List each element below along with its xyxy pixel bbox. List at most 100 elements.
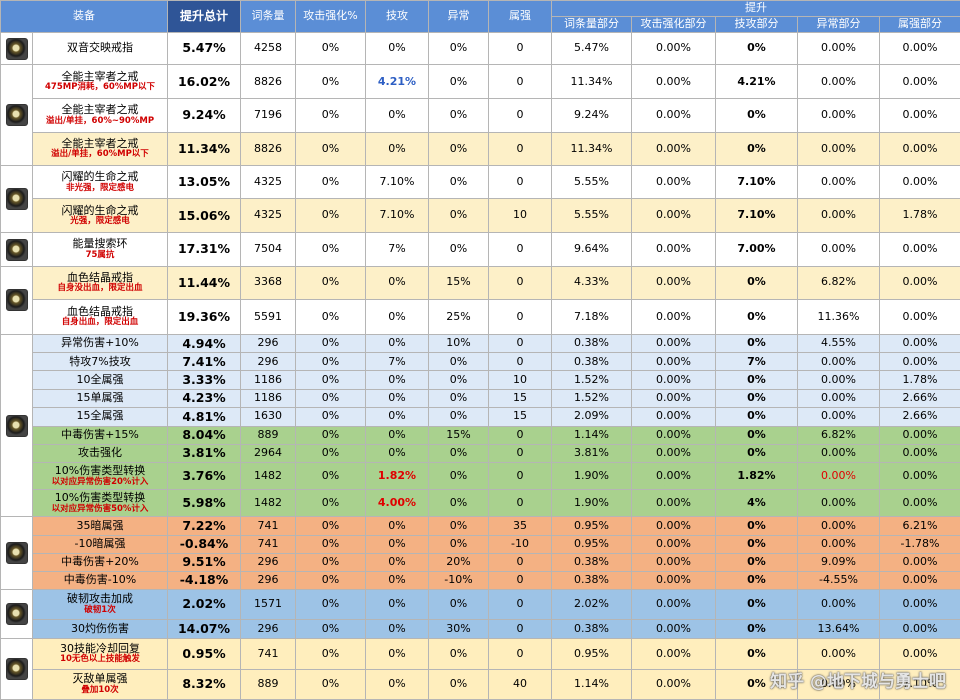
value-cell: 0.00% xyxy=(878,352,960,372)
value-cell: 0.00% xyxy=(631,370,716,390)
value-cell: 0 xyxy=(488,570,552,590)
item-condition: 溢出/单挂，60%MP以下 xyxy=(51,149,149,160)
value-cell: 0 xyxy=(488,64,552,100)
item-condition: 75属抗 xyxy=(85,249,115,260)
item-name-cell: 中毒伤害+20% xyxy=(32,552,168,572)
value-cell: 7196 xyxy=(240,98,296,133)
value-cell: 0.00% xyxy=(631,516,716,536)
value-cell: 0% xyxy=(365,131,429,166)
value-cell: 0.38% xyxy=(551,552,632,572)
value-cell: 0 xyxy=(488,489,552,518)
value-cell: 0.00% xyxy=(797,534,880,554)
value-cell: 7.18% xyxy=(551,298,632,336)
item-condition: 破韧1次 xyxy=(84,605,116,615)
table-row: 全能主宰者之戒 溢出/单挂，60%MP以下 11.34% 8826 0% 0% 0% 0 11.… xyxy=(0,131,960,166)
value-cell: 25% xyxy=(428,298,489,336)
item-name-cell: -10暗属强 xyxy=(32,534,168,554)
item-name: 异常伤害+10% xyxy=(61,336,139,350)
header-row: 装备 提升总计 词条量 攻击强化% 技攻 异常 属强 提升 xyxy=(0,0,960,33)
value-cell: 0 xyxy=(488,638,552,670)
value-cell: 1571 xyxy=(240,588,296,621)
value-cell: 1186 xyxy=(240,388,296,408)
ring-icon xyxy=(5,603,28,626)
item-name: 灭敌单属强 xyxy=(72,672,128,686)
item-name: 双音交映戒指 xyxy=(67,41,133,55)
value-cell: 0.00% xyxy=(797,352,880,372)
value-cell: 0% xyxy=(365,619,429,640)
value-cell: 0.00% xyxy=(878,619,960,640)
item-name: 全能主宰者之戒 xyxy=(61,103,139,117)
value-cell: 0.00% xyxy=(797,588,880,621)
value-cell: 7.10% xyxy=(715,164,798,200)
item-condition: 叠加10次 xyxy=(81,684,119,695)
icon-cell xyxy=(0,334,33,518)
value-cell: 5591 xyxy=(240,298,296,336)
ring-icon xyxy=(5,658,28,681)
item-condition: 以对应异常伤害50%计入 xyxy=(51,503,149,514)
value-cell: 296 xyxy=(240,334,296,354)
value-cell: 9.64% xyxy=(551,232,632,267)
value-cell: 741 xyxy=(240,638,296,670)
value-cell: 0 xyxy=(488,164,552,200)
value-cell: 0.00% xyxy=(878,164,960,200)
value-cell: 0% xyxy=(295,570,366,590)
icon-cell xyxy=(0,638,33,700)
table-row: 双音交映戒指 5.47% 4258 0% 0% 0% 0 5.47% 0.00% 0% 0.00% 0… xyxy=(0,31,960,66)
value-cell: 0.00% xyxy=(631,31,716,66)
value-cell: 4325 xyxy=(240,198,296,234)
value-cell: 0 xyxy=(488,98,552,133)
item-name: 全能主宰者之戒 xyxy=(61,69,139,83)
value-cell: 8.04% xyxy=(167,425,241,445)
value-cell: 9.51% xyxy=(167,552,241,572)
value-cell: 0.00% xyxy=(797,232,880,267)
value-cell: 0% xyxy=(428,462,489,491)
value-cell: 6.82% xyxy=(797,265,880,300)
value-cell: 6.21% xyxy=(878,516,960,536)
value-cell: 0.00% xyxy=(631,489,716,518)
value-cell: 0.38% xyxy=(551,619,632,640)
value-cell: 3.33% xyxy=(167,370,241,390)
value-cell: 0.00% xyxy=(797,370,880,390)
item-condition: 自身没出血，限定出血 xyxy=(57,283,143,294)
table-row: 15全属强 4.81% 1630 0% 0% 0% 15 2.09% 0.00% 0% 0.00% 2… xyxy=(0,406,960,427)
value-cell: 0% xyxy=(428,516,489,536)
value-cell: 1.52% xyxy=(551,388,632,408)
item-name-cell: 中毒伤害-10% xyxy=(32,570,168,590)
value-cell: 0% xyxy=(365,516,429,536)
value-cell: 0.00% xyxy=(878,98,960,133)
value-cell: 0 xyxy=(488,334,552,354)
value-cell: 0.00% xyxy=(878,638,960,670)
value-cell: 0.00% xyxy=(631,388,716,408)
ring-icon xyxy=(5,104,28,127)
item-name: -10暗属强 xyxy=(74,536,126,550)
value-cell: 0.95% xyxy=(551,638,632,670)
value-cell: 0 xyxy=(488,31,552,66)
value-cell: 0% xyxy=(715,425,798,445)
icon-cell xyxy=(0,588,33,640)
value-cell: 15% xyxy=(428,425,489,445)
value-cell: 0.38% xyxy=(551,570,632,590)
table-row: 中毒伤害+20% 9.51% 296 0% 0% 20% 0 0.38% 0.00% 0% 9.09… xyxy=(0,552,960,572)
value-cell: 0% xyxy=(715,516,798,536)
value-cell: 3.81% xyxy=(167,443,241,464)
value-cell: 10% xyxy=(428,334,489,354)
value-cell: 0% xyxy=(715,388,798,408)
item-name-cell: 中毒伤害+15% xyxy=(32,425,168,445)
table-row: 异常伤害+10% 4.94% 296 0% 0% 10% 0 0.38% 0.00% 0% 4.55… xyxy=(0,334,960,518)
item-name: 15单属强 xyxy=(76,390,124,404)
table-row: 特攻7%技攻 7.41% 296 0% 7% 0% 0 0.38% 0.00% 7% 0.00% 0.… xyxy=(0,352,960,372)
table-row: 10全属强 3.33% 1186 0% 0% 0% 10 1.52% 0.00% 0% 0.00% 1… xyxy=(0,370,960,390)
value-cell: 0.00% xyxy=(797,443,880,464)
value-cell: 0% xyxy=(365,406,429,427)
value-cell: 0% xyxy=(428,232,489,267)
value-cell: 0.00% xyxy=(878,552,960,572)
item-name-cell: 15单属强 xyxy=(32,388,168,408)
value-cell: 0.00% xyxy=(631,406,716,427)
ring-icon xyxy=(5,238,28,261)
value-cell: 9.24% xyxy=(167,98,241,133)
value-cell: 0 xyxy=(488,425,552,445)
value-cell: 1.82% xyxy=(365,462,429,491)
value-cell: 0% xyxy=(715,619,798,640)
item-condition: 自身出血，限定出血 xyxy=(61,317,139,328)
